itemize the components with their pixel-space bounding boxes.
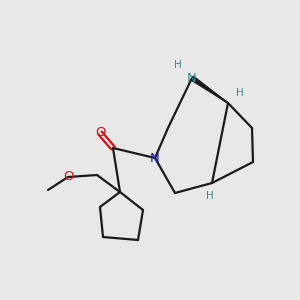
Text: H: H: [206, 191, 214, 201]
Text: O: O: [63, 170, 73, 184]
Text: N: N: [187, 71, 197, 85]
Polygon shape: [191, 76, 228, 103]
Text: H: H: [174, 60, 182, 70]
Text: O: O: [95, 127, 105, 140]
Text: N: N: [150, 152, 160, 164]
Text: H: H: [236, 88, 244, 98]
